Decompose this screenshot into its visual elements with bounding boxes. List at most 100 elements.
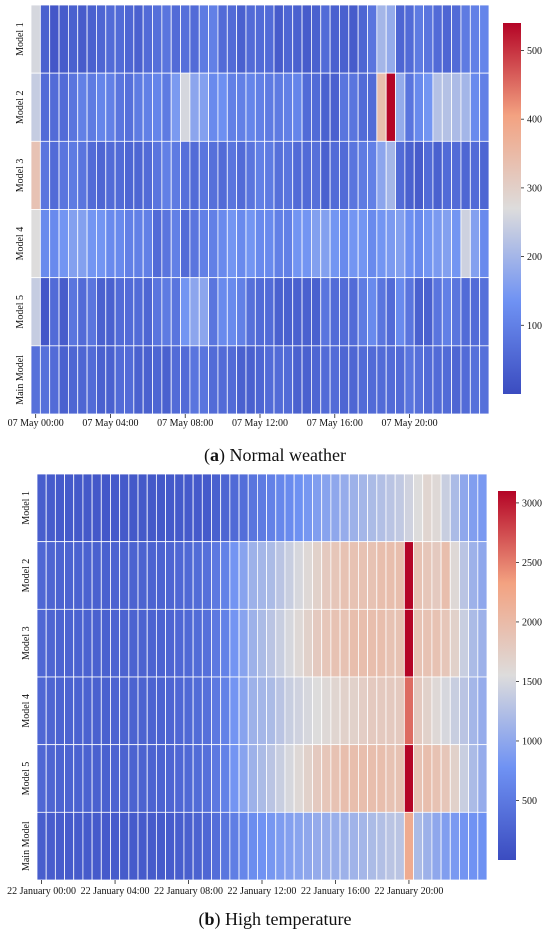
heatmap-cell [67,209,79,279]
heatmap-cell [39,345,51,415]
heatmap-cell [174,541,185,610]
heatmap-cell [468,744,479,813]
heatmap-cell [114,345,125,415]
heatmap-cell [275,811,286,881]
heatmap-cell [146,676,157,746]
heatmap-cell [282,277,294,347]
heatmap-cell [367,209,378,279]
x-tick-label: 22 January 12:00 [228,886,297,897]
heatmap-cell [49,277,60,347]
heatmap-cell [152,345,163,415]
heatmap-cell [284,608,295,678]
heatmap-cell [376,277,387,347]
heatmap-cell [311,209,322,279]
heatmap-cell [339,608,350,678]
heatmap-cell [73,541,84,610]
heatmap-cell [460,72,471,142]
heatmap-cell [247,744,258,813]
heatmap-cell [36,608,47,678]
heatmap-cell [86,4,97,74]
heatmap-cell [208,277,219,347]
heatmap-cell [198,277,209,347]
heatmap-cell [302,473,313,543]
heatmap-cell [58,72,69,142]
heatmap-cell [413,209,424,279]
heatmap-cell [137,608,148,678]
heatmap-cell [114,140,125,210]
heatmap-cell [36,541,47,610]
heatmap-cell [133,277,144,347]
heatmap-cell [220,541,231,610]
heatmap-cell [469,140,481,210]
heatmap-cell [49,4,60,74]
heatmap-cell [142,345,153,415]
heatmap-cell [312,541,323,610]
heatmap-cell [451,72,462,142]
heatmap-cell [174,608,185,678]
heatmap-cell [358,676,369,746]
heatmap-cell [367,4,378,74]
heatmap-cell [339,72,350,142]
heatmap-cell [348,541,359,610]
heatmap-cell [180,4,191,74]
heatmap-cell [422,541,433,610]
heatmap-cell [394,473,405,543]
heatmap-cell [376,4,387,74]
heatmap-cell [385,541,396,610]
heatmap-cell [110,608,121,678]
heatmap-cell [264,140,275,210]
heatmap-cell [293,811,304,881]
heatmap-cell [192,473,203,543]
heatmap-cell [292,345,303,415]
heatmap-cell [321,541,332,610]
heatmap-cell [91,541,102,610]
heatmap-cell [170,72,181,142]
heatmap-cell [86,140,97,210]
heatmap-cell [217,345,228,415]
heatmap-cell [54,744,65,813]
heatmap-cell [449,676,460,746]
heatmap-cell [367,744,378,813]
heatmap-cell [208,345,219,415]
heatmap-cell [254,72,266,142]
heatmap-cell [376,811,387,881]
heatmap-cell [36,744,47,813]
heatmap-cell [114,4,125,74]
heatmap-cell [146,473,157,543]
heatmap-cell [82,541,93,610]
heatmap-cell [54,608,65,678]
heatmap-cell [284,676,295,746]
y-tick-label: Model 2 [15,90,26,124]
heatmap-cell [311,4,322,74]
heatmap-cell [273,209,284,279]
heatmap-cell [220,676,231,746]
heatmap-cell [226,72,238,142]
heatmap-cell [86,277,97,347]
heatmap-cell [292,277,303,347]
x-tick-label: 22 January 04:00 [81,886,150,897]
heatmap-cell [460,209,471,279]
y-tick-label: Model 4 [15,227,26,261]
heatmap-cell [155,541,166,610]
heatmap-cell [266,541,277,610]
heatmap-cell [124,277,135,347]
heatmap-cell [226,140,238,210]
heatmap-cell [469,72,481,142]
heatmap-cell [284,473,295,543]
heatmap-cell [468,541,479,610]
heatmap-cell [301,72,312,142]
heatmap-cell [440,744,451,813]
heatmap-cell [161,72,172,142]
heatmap-cell [220,608,231,678]
heatmap-cell [394,541,405,610]
heatmap-cell [422,811,433,881]
heatmap-cell [30,4,41,74]
heatmap-cell [348,473,359,543]
heatmap-cell [161,277,172,347]
heatmap-cell [301,345,312,415]
heatmap-cell [96,72,107,142]
heatmap-cell [468,676,479,746]
heatmap-cell [180,345,191,415]
heatmap-cell [264,72,275,142]
heatmap-cell [348,4,359,74]
